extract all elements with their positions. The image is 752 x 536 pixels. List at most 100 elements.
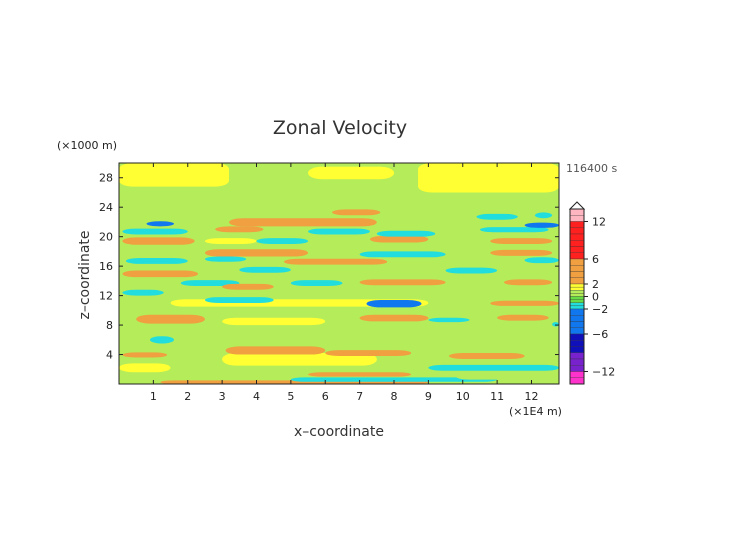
contour-band — [359, 279, 446, 286]
contour-band — [136, 314, 205, 324]
contour-band — [476, 213, 518, 220]
colorbar-segment — [569, 371, 585, 378]
colorbar-segment — [569, 340, 585, 347]
colorbar-tick-label: 12 — [592, 216, 606, 229]
x-axis-label: x–coordinate — [294, 424, 384, 440]
y-tick-label: 4 — [106, 349, 113, 362]
contour-band — [146, 221, 174, 227]
colorbar-segment — [569, 277, 585, 285]
x-tick-label: 11 — [490, 390, 504, 403]
contour-band — [256, 238, 309, 245]
contour-band — [119, 325, 559, 337]
contour-band — [122, 270, 199, 278]
colorbar-segment — [569, 377, 585, 385]
contour-band — [497, 314, 549, 321]
contour-band — [490, 238, 553, 245]
colorbar-segment — [569, 283, 585, 288]
colorbar-segment — [569, 299, 585, 303]
x-axis-ticks: 1 2 3 4 5 6 7 8 9 10 11 12 — [150, 163, 539, 403]
colorbar-tick-label: 0 — [592, 291, 599, 304]
x-tick-label: 5 — [287, 390, 294, 403]
colorbar-segment — [569, 252, 585, 260]
y-tick-label: 24 — [99, 201, 113, 214]
contour-band — [122, 237, 195, 245]
x-tick-label: 8 — [391, 390, 398, 403]
contour-band — [428, 317, 470, 323]
x-unit-label: (×1E4 m) — [509, 405, 562, 418]
colorbar-segment — [569, 352, 585, 360]
time-label: 116400 s — [566, 162, 617, 175]
contour-band — [239, 266, 291, 273]
colorbar-segment — [569, 293, 585, 297]
colorbar-segment — [569, 308, 585, 316]
contour-band — [325, 350, 412, 357]
contour-band — [290, 377, 498, 382]
contour-band — [222, 317, 326, 326]
contour-band — [122, 289, 164, 296]
contour-band — [122, 352, 168, 358]
y-tick-label: 8 — [106, 319, 113, 332]
contour-band — [229, 218, 377, 227]
x-tick-label: 12 — [525, 390, 539, 403]
plot-frame — [118, 162, 560, 385]
colorbar-tick-label: −12 — [592, 366, 615, 379]
contour-band — [308, 228, 370, 235]
colorbar-segment — [569, 240, 585, 247]
contour-band — [222, 353, 377, 366]
contour-band — [204, 249, 309, 257]
contour-band — [222, 283, 274, 290]
contour-band — [428, 364, 559, 371]
y-unit-label: (×1000 m) — [57, 139, 117, 152]
contour-band — [445, 267, 498, 274]
contour-band — [284, 258, 388, 265]
y-tick-label: 16 — [99, 260, 113, 273]
y-tick-label: 20 — [99, 231, 113, 244]
contour-band — [119, 363, 171, 373]
colorbar-segment — [569, 346, 585, 353]
contour-band — [524, 222, 559, 228]
colorbar-segment — [569, 215, 585, 222]
contour-band — [308, 166, 394, 180]
contour-band — [215, 226, 264, 233]
colorbar-segment — [569, 296, 585, 300]
colorbar-segment — [569, 258, 585, 266]
colorbar-segment — [569, 302, 585, 307]
y-tick-label: 28 — [99, 172, 113, 185]
contour-band — [332, 209, 381, 216]
contour-band — [366, 300, 422, 308]
contour-band — [552, 322, 559, 327]
x-tick-label: 6 — [322, 390, 329, 403]
contour-band — [376, 230, 436, 237]
contour-band — [490, 300, 559, 306]
colorbar-segment — [569, 290, 585, 294]
colorbar-segment — [569, 286, 585, 291]
contour-band — [122, 228, 188, 235]
contour-band — [359, 314, 429, 322]
x-tick-label: 10 — [456, 390, 470, 403]
colorbar-segment — [569, 233, 585, 241]
colorbar-segment — [569, 333, 585, 341]
x-tick-label: 2 — [184, 390, 191, 403]
colorbar-segment — [569, 246, 585, 253]
contour-band — [479, 227, 549, 233]
plot-field — [119, 163, 559, 384]
contour-band — [359, 251, 446, 258]
colorbar-segment — [569, 265, 585, 272]
colorbar-segment — [569, 227, 585, 235]
x-tick-label: 1 — [150, 390, 157, 403]
y-axis-ticks: 4 8 12 16 20 24 28 — [99, 172, 559, 362]
contour-band — [225, 346, 326, 355]
colorbar-segment — [569, 305, 585, 310]
colorbar-segment — [569, 221, 585, 228]
colorbar-segment — [569, 358, 585, 366]
colorbar-segment — [569, 315, 585, 322]
y-axis-label: z–coordinate — [77, 230, 93, 319]
colorbar-tick-label: 2 — [592, 278, 599, 291]
contour-band — [149, 336, 174, 344]
colorbar-tick-label: −6 — [592, 328, 608, 341]
contour-band — [125, 258, 188, 264]
contour-band — [204, 297, 274, 303]
contour-band — [449, 353, 525, 359]
colorbar-tick-label: −2 — [592, 303, 608, 316]
contour-band — [504, 279, 553, 286]
